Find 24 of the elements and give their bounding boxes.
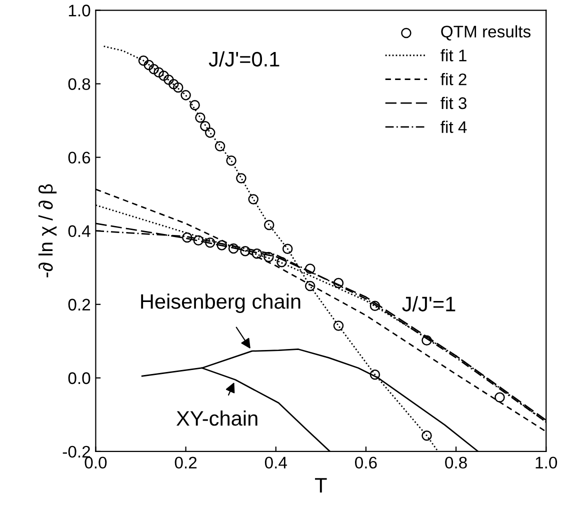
annotation: Heisenberg chain (141, 294, 300, 313)
y-tick-label: 0.4 (68, 225, 90, 238)
x-tick-label: 0.0 (84, 456, 107, 469)
x-tick-label: 0.8 (445, 456, 467, 469)
legend-label: QTM results (441, 25, 531, 40)
y-tick-label: 0.0 (68, 372, 90, 384)
annotation: XY-chain (176, 410, 258, 426)
x-tick-label: 0.2 (174, 456, 197, 469)
x-tick-label: 0.4 (264, 456, 287, 469)
y-axis-title: -∂ ln χ / ∂ β (38, 184, 57, 278)
legend-label: fit 2 (440, 73, 466, 86)
legend-label: fit 4 (440, 120, 467, 133)
y-tick-label: 0.8 (68, 78, 90, 90)
y-tick-label: -0.2 (62, 446, 90, 458)
legend-label: fit 1 (440, 49, 466, 62)
legend-label: fit 3 (440, 96, 466, 110)
annotation: J/J'=0.1 (208, 51, 280, 67)
x-tick-label: 0.6 (355, 456, 377, 469)
x-axis-title: T (315, 478, 327, 492)
y-tick-label: 0.6 (68, 152, 90, 164)
annotation: J/J'=1 (402, 296, 456, 312)
x-tick-label: 1.0 (536, 456, 558, 469)
y-tick-label: 0.2 (68, 298, 90, 311)
y-tick-label: 1.0 (68, 4, 90, 16)
